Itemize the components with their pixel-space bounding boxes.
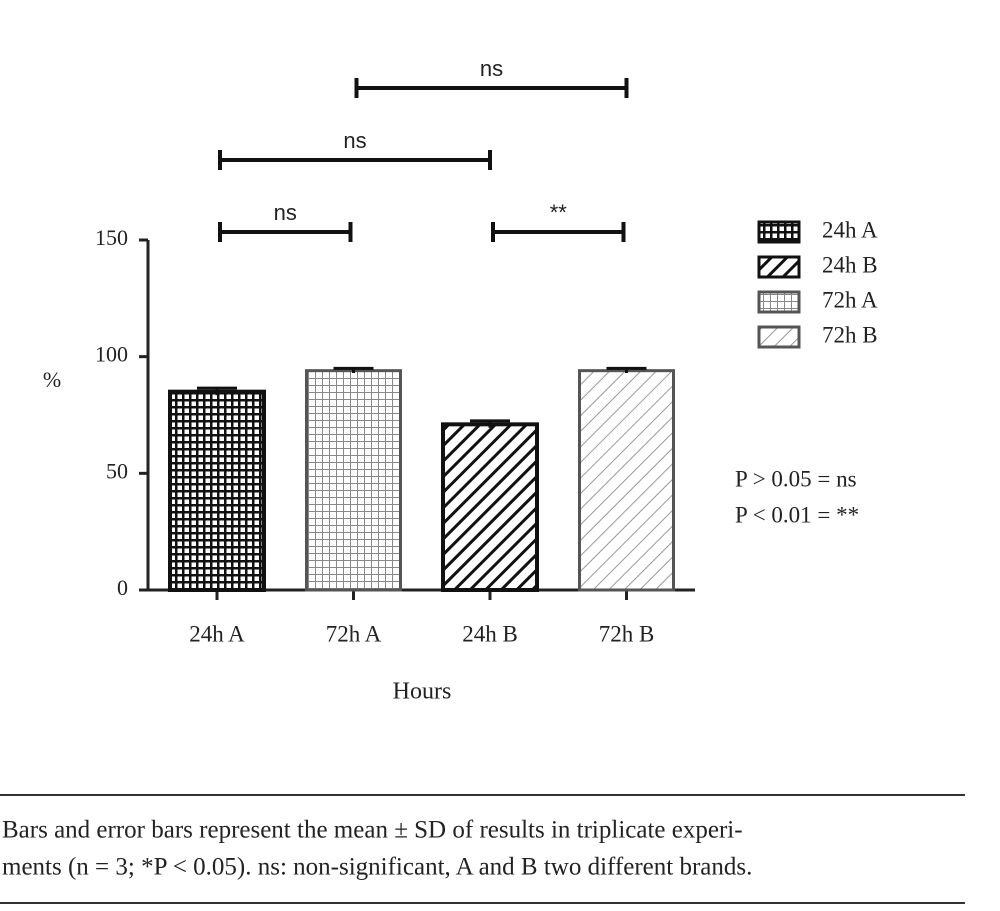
bar bbox=[305, 369, 402, 592]
significance-label: ns bbox=[480, 56, 503, 81]
annotation: P < 0.01 = ** bbox=[735, 502, 859, 527]
x-tick-label: 24h A bbox=[189, 621, 245, 646]
y-tick-label: 100 bbox=[95, 342, 128, 367]
bar bbox=[168, 389, 266, 592]
y-axis-label: % bbox=[43, 367, 61, 392]
x-tick-label: 72h B bbox=[599, 621, 655, 646]
significance-bracket bbox=[491, 222, 626, 242]
legend-swatch bbox=[757, 220, 801, 244]
significance-bracket bbox=[218, 150, 492, 170]
legend-swatch bbox=[757, 255, 801, 279]
y-tick-label: 150 bbox=[95, 225, 128, 250]
y-tick-label: 50 bbox=[106, 458, 128, 483]
significance-label: ns bbox=[274, 200, 297, 225]
significance-label: ** bbox=[550, 200, 568, 225]
significance-label: ns bbox=[343, 128, 366, 153]
bar bbox=[441, 422, 539, 593]
x-tick-label: 72h A bbox=[326, 621, 382, 646]
y-tick-label: 0 bbox=[117, 575, 128, 600]
legend-swatch bbox=[757, 325, 801, 349]
legend-swatch bbox=[757, 290, 801, 314]
caption-line: ments (n = 3; *P < 0.05). ns: non-signif… bbox=[2, 854, 752, 881]
caption-line: Bars and error bars represent the mean ±… bbox=[2, 817, 743, 844]
legend-label: 72h A bbox=[822, 287, 878, 312]
significance-bracket bbox=[218, 222, 353, 242]
legend-label: 24h A bbox=[822, 217, 878, 242]
annotation: P > 0.05 = ns bbox=[735, 466, 857, 491]
bar bbox=[578, 369, 675, 592]
x-axis-label: Hours bbox=[393, 679, 452, 705]
significance-bracket bbox=[354, 78, 629, 98]
x-tick-label: 24h B bbox=[462, 621, 518, 646]
legend-label: 24h B bbox=[822, 252, 878, 277]
legend-label: 72h B bbox=[822, 322, 878, 347]
